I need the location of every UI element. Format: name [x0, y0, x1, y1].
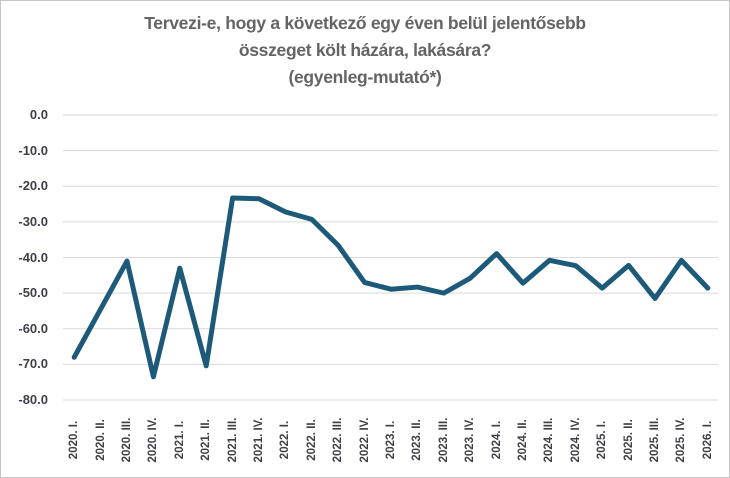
x-axis-tick-label: 2022. IV.: [358, 417, 371, 463]
x-axis-tick-label: 2020. IV.: [147, 417, 160, 463]
y-axis-tick-label: -70.0: [18, 356, 48, 372]
chart-title: Tervezi-e, hogy a következő egy éven bel…: [1, 10, 729, 91]
x-axis-tick-label: 2024. III.: [543, 417, 556, 463]
x-axis-tick-label: 2021. I.: [173, 420, 186, 460]
x-axis-tick-label: 2025. II.: [622, 419, 635, 461]
y-axis-tick-label: -80.0: [18, 392, 48, 407]
y-axis-tick-label: -40.0: [18, 249, 48, 265]
x-axis-tick-label: 2020. III.: [121, 417, 133, 463]
x-axis-tick-label: 2024. I.: [490, 420, 503, 460]
x-axis-tick-label: 2023. I.: [385, 420, 397, 460]
x-axis-tick-label: 2025. IV.: [675, 417, 688, 463]
x-axis-tick-label: 2020. II.: [94, 419, 107, 461]
x-axis-tick-label: 2024. II.: [517, 419, 529, 461]
x-axis-tick-label: 2022. I.: [279, 420, 292, 460]
chart-title-line-1: Tervezi-e, hogy a következő egy éven bel…: [144, 13, 586, 33]
x-axis-tick-label: 2025. I.: [596, 420, 609, 460]
y-axis-tick-label: -60.0: [18, 320, 48, 336]
x-axis-tick-label: 2022. II.: [305, 419, 318, 461]
y-axis-tick-label: 0.0: [29, 107, 48, 122]
y-axis-tick-label: -50.0: [18, 285, 48, 301]
y-axis-tick-label: -20.0: [18, 178, 48, 194]
y-axis-tick-label: -30.0: [18, 213, 48, 229]
x-axis-tick-label: 2022. III.: [332, 417, 345, 463]
x-axis-tick-label: 2023. II.: [411, 419, 424, 461]
x-axis-tick-label: 2026. I.: [701, 420, 714, 460]
x-axis-tick-label: 2021. II.: [200, 419, 213, 461]
x-axis-tick-label: 2020. I.: [68, 420, 81, 460]
x-axis-tick-label: 2024. IV.: [569, 417, 582, 463]
data-line-series: [71, 195, 711, 380]
chart-title-line-2: összeget költ házára, lakására?: [238, 40, 492, 60]
y-axis-tick-label: -10.0: [18, 142, 48, 158]
chart-title-line-3: (egyenleg-mutató*): [288, 67, 442, 87]
x-axis-tick-label: 2021. IV.: [253, 417, 265, 463]
x-axis-tick-label: 2023. IV.: [464, 417, 477, 463]
x-axis-tick-label: 2021. III.: [226, 417, 239, 463]
x-axis-tick-label: 2023. III.: [437, 417, 450, 463]
x-axis-tick-label: 2025. III.: [649, 417, 661, 463]
